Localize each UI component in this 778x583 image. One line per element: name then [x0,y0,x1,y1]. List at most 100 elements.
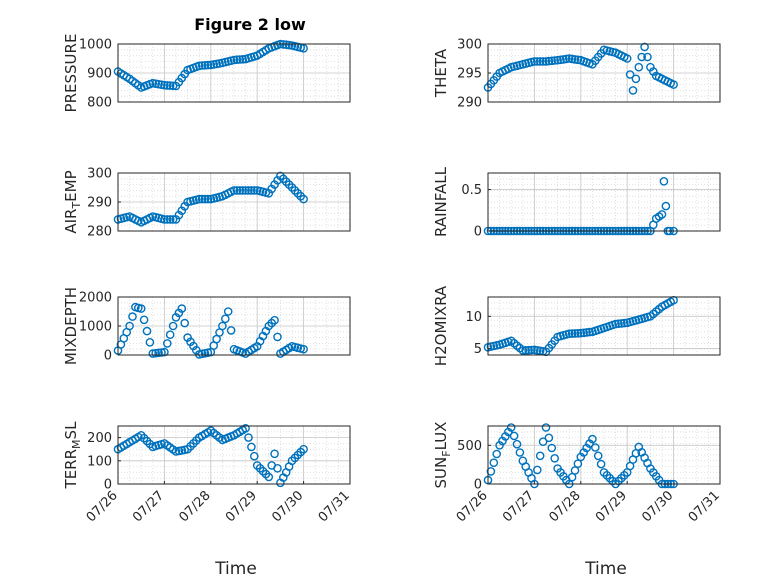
data-point [538,437,548,447]
data-point [512,439,522,449]
data-point [160,215,169,224]
data-point [533,465,542,475]
x-tick-label: 07/30 [269,488,306,525]
y-tick-label: 100 [87,454,112,469]
data-point [657,210,667,219]
data-point [200,194,210,204]
data-point [550,453,560,463]
x-tick-label: 07/31 [316,488,353,525]
y-tick-label: 290 [87,196,112,211]
data-point [582,328,591,337]
data-point [168,215,178,224]
axes-box [117,425,351,485]
x-tick-label: 07/28 [547,488,584,525]
x-tick-label: 07/27 [500,488,537,525]
data-point [634,62,644,72]
data-point [241,186,250,195]
data-point [218,321,227,331]
data-point [235,55,245,64]
y-tick-label: 0 [474,225,482,240]
y-tick-label: 800 [87,96,112,111]
data-point [596,459,606,469]
data-point [573,459,583,469]
data-point [197,61,207,70]
data-point [160,347,169,357]
axes-box [487,425,721,485]
y-tick-label: 200 [87,431,112,446]
x-tick-label: 07/29 [593,488,630,525]
y-tick-label: 0 [104,478,112,493]
data-point [576,328,586,338]
data-point [530,57,539,66]
data-point [249,186,259,195]
data-point [533,57,542,66]
data-point [622,54,632,63]
data-point [492,449,502,459]
data-point [148,349,158,358]
y-axis-label: PRESSURE [62,34,80,113]
data-point [139,315,149,325]
subplot-terr_msl: 0 100 200 07/26 07/27 07/28 07/29 07/30 07/31 TER… [62,421,353,579]
x-tick-label: 07/26 [84,488,121,525]
data-point [162,81,172,90]
data-point [247,442,256,452]
y-axis-label: TERRMSL [62,421,83,490]
data-point [244,433,253,442]
y-tick-label: 500 [457,439,482,454]
data-point [270,449,279,459]
data-point [165,81,175,90]
data-point [177,304,187,313]
subplot-rainfall: 0 0.5 RAINFALL [432,166,721,240]
y-axis-label: MIXDEPTH [62,287,80,365]
data-point [489,458,499,468]
data-point [281,40,291,50]
x-axis-label: Time [584,559,627,579]
data-point [194,194,204,204]
data-point [643,52,652,62]
data-point [628,86,638,95]
data-point [515,448,525,457]
data-point [518,346,528,355]
data-point [145,337,155,347]
data-point [669,80,678,89]
data-point [614,319,623,329]
data-point [550,56,560,65]
subplot-theta: 290 295 300 THETA [432,38,721,111]
figure-title: Figure 2 low [194,15,306,34]
axes-box [487,43,721,103]
y-tick-label: 280 [87,225,112,240]
data-point [244,186,253,195]
data-point [165,330,175,340]
data-point [541,423,551,432]
data-point [509,431,519,441]
data-point [151,348,160,358]
data-point [273,463,282,473]
x-tick-label: 07/28 [177,488,214,525]
y-tick-label: 1000 [79,320,112,335]
data-point [593,451,603,461]
y-axis-label: THETA [432,48,450,98]
data-point [220,314,230,324]
data-point [162,215,172,224]
data-point [203,194,213,204]
data-point [128,312,137,321]
data-point [570,55,580,64]
data-point [235,186,245,195]
data-point [588,434,597,444]
axes-box [117,296,351,356]
data-point [168,81,178,91]
data-point [547,443,557,453]
x-axis-label: Time [214,559,257,579]
subplot-air_temp: 280 290 300 AIRTEMP [62,167,351,240]
data-point [553,55,562,65]
x-tick-label: 07/29 [223,488,260,525]
y-tick-label: 1000 [79,38,112,53]
data-point [617,319,626,328]
data-point [299,344,308,354]
data-point [564,54,574,63]
data-point [570,329,580,338]
data-point [570,466,580,475]
y-tick-label: 900 [87,67,112,82]
data-point [562,54,571,64]
